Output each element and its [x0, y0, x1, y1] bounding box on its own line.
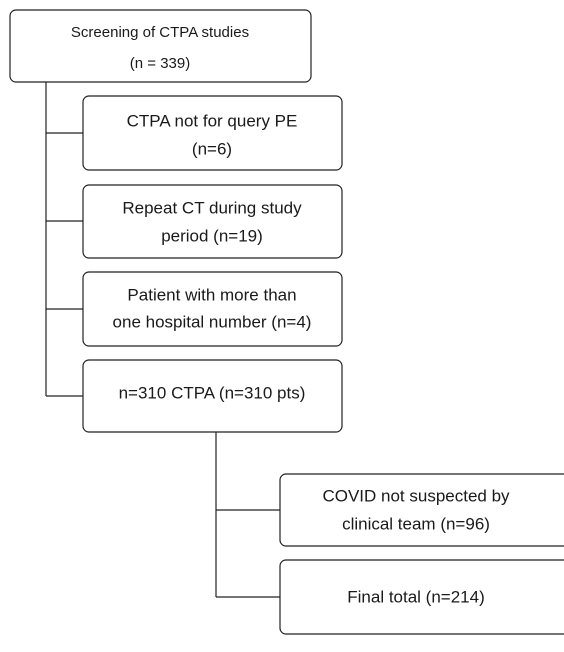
- box-text: (n = 339): [130, 55, 190, 72]
- box: [279, 559, 564, 635]
- box-text: one hospital number (n=4): [113, 312, 312, 331]
- box-text: clinical team (n=96): [342, 514, 490, 533]
- box-text: CTPA not for query PE: [127, 111, 298, 130]
- box: [279, 473, 564, 547]
- box: [82, 184, 343, 259]
- box-text: n=310 CTPA (n=310 pts): [119, 383, 306, 402]
- box-text: Repeat CT during study: [122, 198, 302, 217]
- box-text: Final total (n=214): [347, 587, 485, 606]
- box: [9, 9, 312, 83]
- box-text: Patient with more than: [127, 285, 296, 304]
- box: [82, 271, 343, 347]
- box: [82, 359, 343, 433]
- box-text: (n=6): [192, 139, 232, 158]
- box-text: Screening of CTPA studies: [71, 24, 249, 41]
- box-text: period (n=19): [161, 226, 263, 245]
- box-text: COVID not suspected by: [322, 486, 510, 505]
- box: [82, 95, 343, 171]
